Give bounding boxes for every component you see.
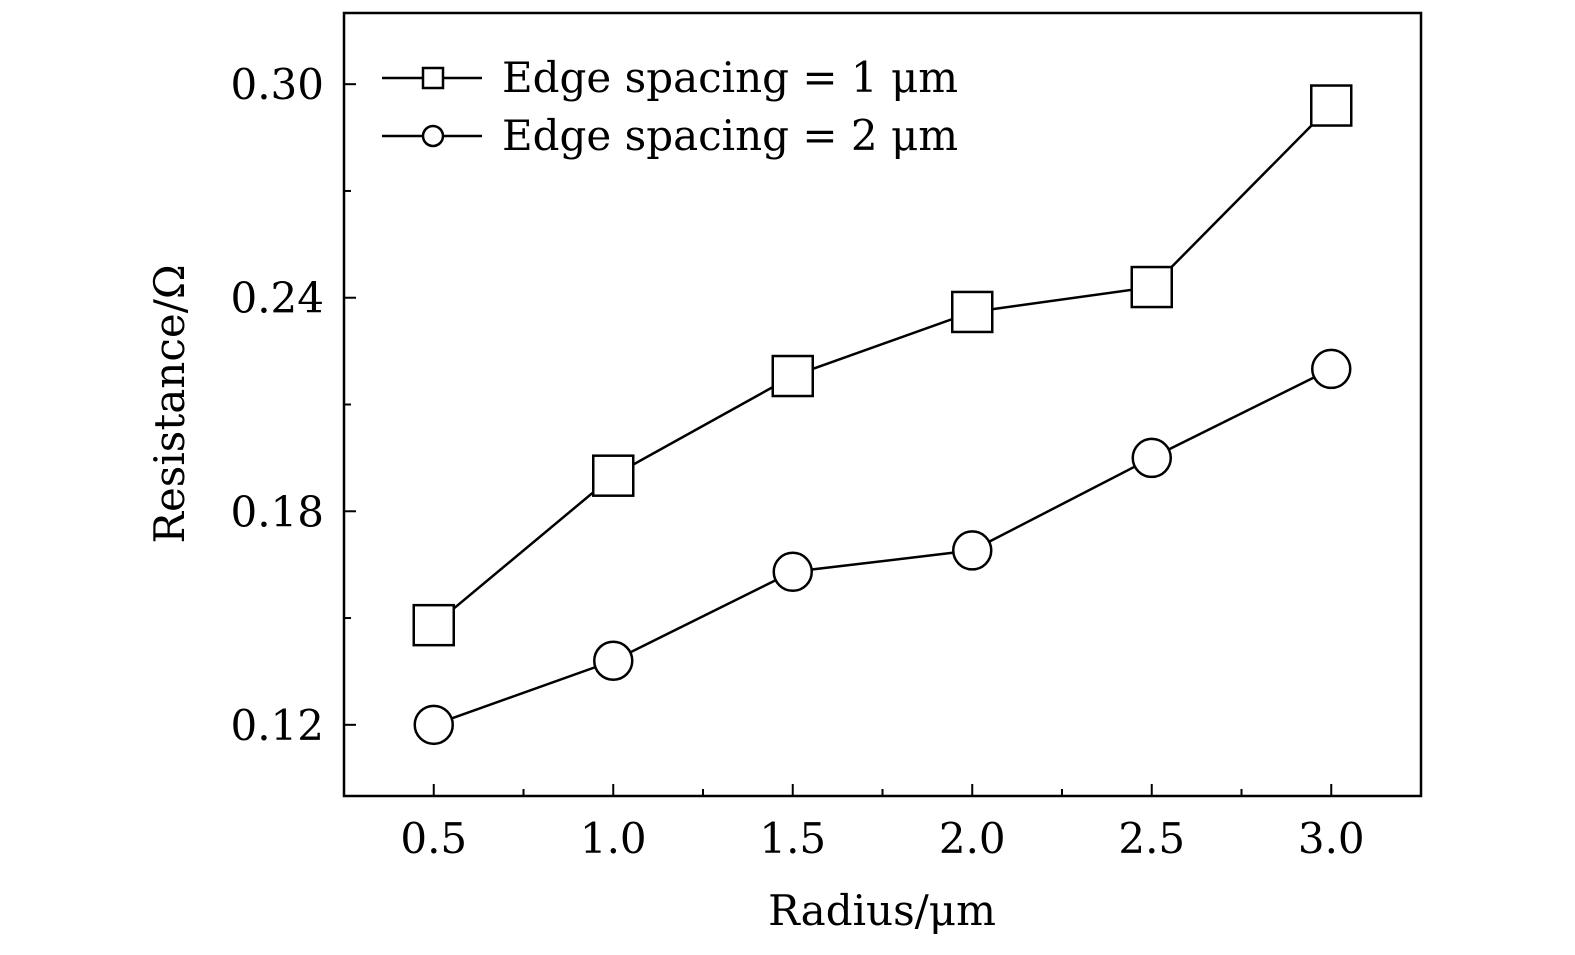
x-tick-label: 0.5 [400,814,467,863]
x-axis-label: Radius/μm [768,886,996,935]
circle-marker [1311,348,1352,390]
x-tick-label: 2.5 [1118,814,1185,863]
circle-marker [772,551,813,593]
circle-marker [952,530,993,571]
legend-label: Edge spacing = 1 μm [502,53,958,102]
circle-marker [593,640,634,682]
square-marker [951,290,994,334]
square-marker [1130,265,1173,309]
y-tick-label: 0.12 [230,701,324,750]
square-marker [1310,84,1353,127]
circle-marker [1131,437,1172,479]
x-axis-ticks: 0.5 1.0 1.5 2.0 2.5 3.0 [400,784,1365,863]
circle-marker [413,704,454,746]
legend-square-marker [421,66,445,90]
legend-entry: Edge spacing = 2 μm [382,111,958,160]
square-marker [771,354,814,398]
x-tick-label: 1.0 [580,814,647,863]
series-line [432,104,1333,627]
legend: Edge spacing = 1 μm Edge spacing = 2 μm [382,53,958,160]
x-tick-label: 2.0 [939,814,1006,863]
y-axis-label: Resistance/Ω [145,264,194,543]
series-1 [412,84,1353,647]
x-tick-label: 1.5 [759,814,826,863]
series-layer [412,84,1353,746]
square-marker [412,603,455,647]
legend-circle-marker [421,124,445,148]
y-tick-label: 0.24 [230,274,324,323]
x-tick-label: 3.0 [1298,814,1365,863]
square-marker [592,454,635,497]
y-axis-ticks: 0.12 0.18 0.24 0.30 [230,60,356,750]
series-line [433,367,1332,726]
legend-label: Edge spacing = 2 μm [502,111,958,160]
legend-entry: Edge spacing = 1 μm [382,53,958,102]
y-tick-label: 0.18 [230,487,324,536]
series-2 [413,348,1352,746]
y-tick-label: 0.30 [230,60,324,109]
